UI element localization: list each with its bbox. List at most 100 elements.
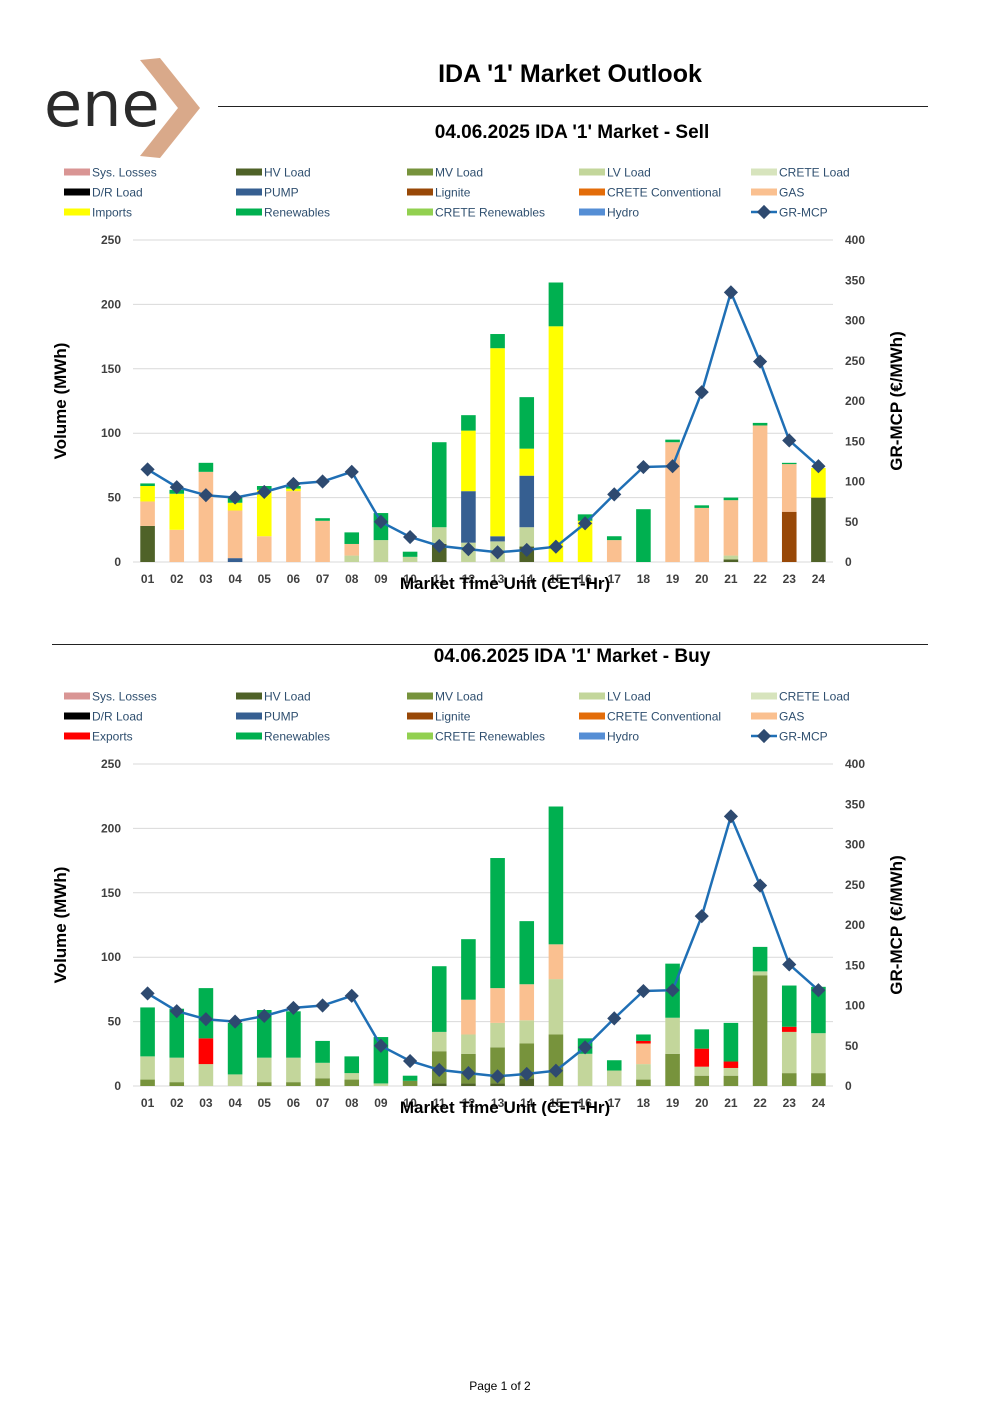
- bar-segment: [723, 1067, 739, 1076]
- legend-swatch: [407, 208, 433, 216]
- legend-swatch: [236, 188, 262, 196]
- x-tick-label: 21: [724, 572, 738, 586]
- bar-segment: [402, 556, 418, 562]
- x-tick-label: 19: [666, 1096, 680, 1110]
- legend-swatch: [64, 188, 90, 196]
- legend-label: GAS: [779, 710, 804, 724]
- y-axis-title: Volume (MWh): [51, 867, 70, 984]
- y2-tick-label: 200: [845, 918, 865, 932]
- x-tick-label: 04: [228, 1096, 242, 1110]
- mcp-point: [782, 433, 797, 448]
- x-tick-label: 17: [608, 1096, 622, 1110]
- mcp-point: [694, 385, 709, 400]
- legend-swatch: [579, 188, 605, 196]
- mcp-point: [519, 542, 534, 557]
- bar-segment: [286, 1011, 301, 1058]
- x-tick-label: 05: [258, 1096, 272, 1110]
- y2-axis-title: GR-MCP (€/MWh): [887, 331, 906, 470]
- mcp-point: [198, 488, 213, 503]
- bar-segment: [373, 540, 389, 562]
- y-tick-label: 50: [108, 1015, 122, 1029]
- y2-tick-label: 150: [845, 958, 865, 972]
- y-tick-label: 150: [101, 362, 121, 376]
- mcp-point: [198, 1012, 213, 1027]
- bar-segment: [694, 507, 710, 562]
- legend-label: CRETE Load: [779, 166, 850, 180]
- x-tick-label: 22: [753, 572, 767, 586]
- mcp-point: [723, 285, 738, 300]
- bar-segment: [723, 1075, 739, 1086]
- bar-segment: [606, 1060, 622, 1071]
- bar-segment: [519, 527, 535, 547]
- chart-title: 04.06.2025 IDA '1' Market - Buy: [434, 646, 711, 667]
- bar-segment: [636, 1043, 651, 1065]
- y-tick-label: 50: [108, 491, 122, 505]
- bar-segment: [344, 543, 360, 556]
- bar-segment: [577, 1053, 593, 1086]
- bar-segment: [636, 1040, 651, 1044]
- mcp-point: [169, 480, 184, 495]
- mcp-point: [344, 464, 359, 479]
- legend-swatch: [579, 732, 605, 740]
- legend-label: D/R Load: [92, 186, 143, 200]
- bar-segment: [227, 1074, 243, 1086]
- bar-segment: [286, 1057, 301, 1083]
- legend-label: Renewables: [264, 730, 330, 744]
- mcp-point: [548, 1063, 563, 1078]
- y2-tick-label: 250: [845, 354, 865, 368]
- mcp-point: [228, 490, 243, 505]
- bar-segment: [315, 1040, 330, 1063]
- legend-swatch: [407, 168, 433, 176]
- bar-segment: [461, 1034, 476, 1054]
- bar-segment: [461, 1083, 476, 1086]
- bar-segment: [402, 1080, 418, 1086]
- bar-segment: [548, 979, 564, 1035]
- mcp-point: [373, 1038, 388, 1053]
- bar-segment: [461, 430, 476, 492]
- y2-tick-label: 50: [845, 515, 859, 529]
- mcp-point: [753, 354, 768, 369]
- legend-label: LV Load: [607, 690, 651, 704]
- x-tick-label: 06: [287, 572, 301, 586]
- legend-swatch: [64, 208, 90, 216]
- x-tick-label: 20: [695, 1096, 709, 1110]
- x-tick-label: 15: [549, 572, 563, 586]
- legend-swatch: [236, 692, 262, 700]
- bar-segment: [781, 1031, 797, 1074]
- bar-segment: [198, 471, 214, 562]
- y-tick-label: 250: [101, 233, 121, 247]
- bar-segment: [723, 555, 739, 560]
- y2-tick-label: 350: [845, 273, 865, 287]
- x-tick-label: 02: [170, 1096, 184, 1110]
- mcp-point: [607, 1011, 622, 1026]
- mcp-point: [286, 1000, 301, 1015]
- legend-label: CRETE Load: [779, 690, 850, 704]
- title-divider: [218, 106, 928, 107]
- legend-label: PUMP: [264, 710, 299, 724]
- bar-segment: [781, 464, 797, 512]
- mcp-point: [286, 476, 301, 491]
- y-tick-label: 100: [101, 426, 121, 440]
- x-tick-label: 10: [403, 1096, 417, 1110]
- bar-segment: [490, 988, 505, 1023]
- bar-segment: [169, 493, 185, 530]
- mcp-point: [432, 1062, 447, 1077]
- bar-segment: [548, 326, 564, 562]
- mcp-point: [432, 538, 447, 553]
- legend-swatch: [751, 168, 777, 176]
- mcp-point: [753, 878, 768, 893]
- y2-tick-label: 300: [845, 838, 865, 852]
- bar-segment: [256, 1057, 272, 1083]
- mcp-point: [578, 516, 593, 531]
- bar-segment: [752, 971, 768, 976]
- x-tick-label: 24: [812, 1096, 826, 1110]
- y-axis-title: Volume (MWh): [51, 343, 70, 460]
- x-axis-title: Market Time Unit (CET-Hr): [400, 1098, 610, 1116]
- bar-segment: [227, 502, 243, 511]
- x-tick-label: 15: [549, 1096, 563, 1110]
- chart-title: 04.06.2025 IDA '1' Market - Sell: [435, 122, 709, 143]
- bar-segment: [140, 486, 155, 502]
- bar-segment: [636, 1064, 651, 1080]
- y2-tick-label: 400: [845, 757, 865, 771]
- y2-tick-label: 150: [845, 434, 865, 448]
